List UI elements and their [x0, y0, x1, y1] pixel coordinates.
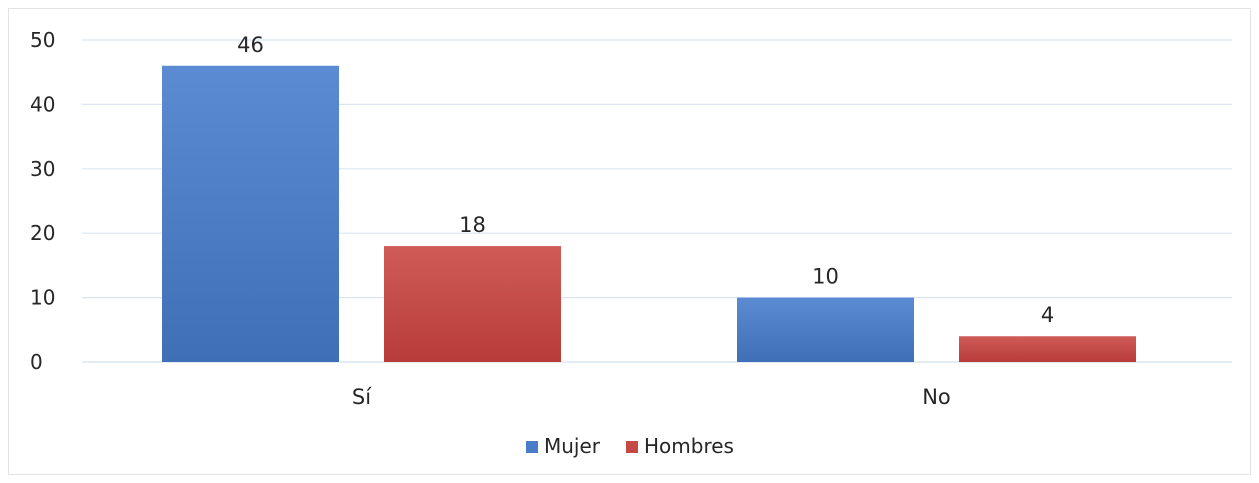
bar-mujer-0 [162, 65, 339, 362]
y-tick-label: 40 [30, 92, 55, 116]
bar-mujer-1 [737, 297, 914, 362]
legend-swatch [626, 441, 638, 453]
data-label: 18 [459, 213, 486, 237]
x-category-label: No [922, 385, 951, 409]
data-label: 46 [237, 33, 264, 57]
y-tick-label: 10 [30, 286, 55, 310]
legend-label: Hombres [644, 434, 734, 458]
x-category-label: Sí [352, 385, 372, 409]
y-tick-label: 20 [30, 221, 55, 245]
data-label: 10 [812, 265, 839, 289]
legend-label: Mujer [544, 434, 601, 458]
legend: Mujer Hombres [526, 434, 734, 458]
y-tick-label: 30 [30, 157, 55, 181]
y-axis: 0 10 20 30 40 50 [30, 28, 55, 374]
bar-hombres-1 [959, 336, 1136, 362]
legend-swatch [526, 441, 538, 453]
bar-hombres-0 [384, 246, 561, 362]
data-label: 4 [1041, 303, 1054, 327]
data-labels: 46 18 10 4 [237, 33, 1054, 327]
y-tick-label: 50 [30, 28, 55, 52]
y-tick-label: 0 [30, 350, 43, 374]
x-axis: Sí No [352, 385, 951, 409]
bars [162, 65, 1136, 362]
